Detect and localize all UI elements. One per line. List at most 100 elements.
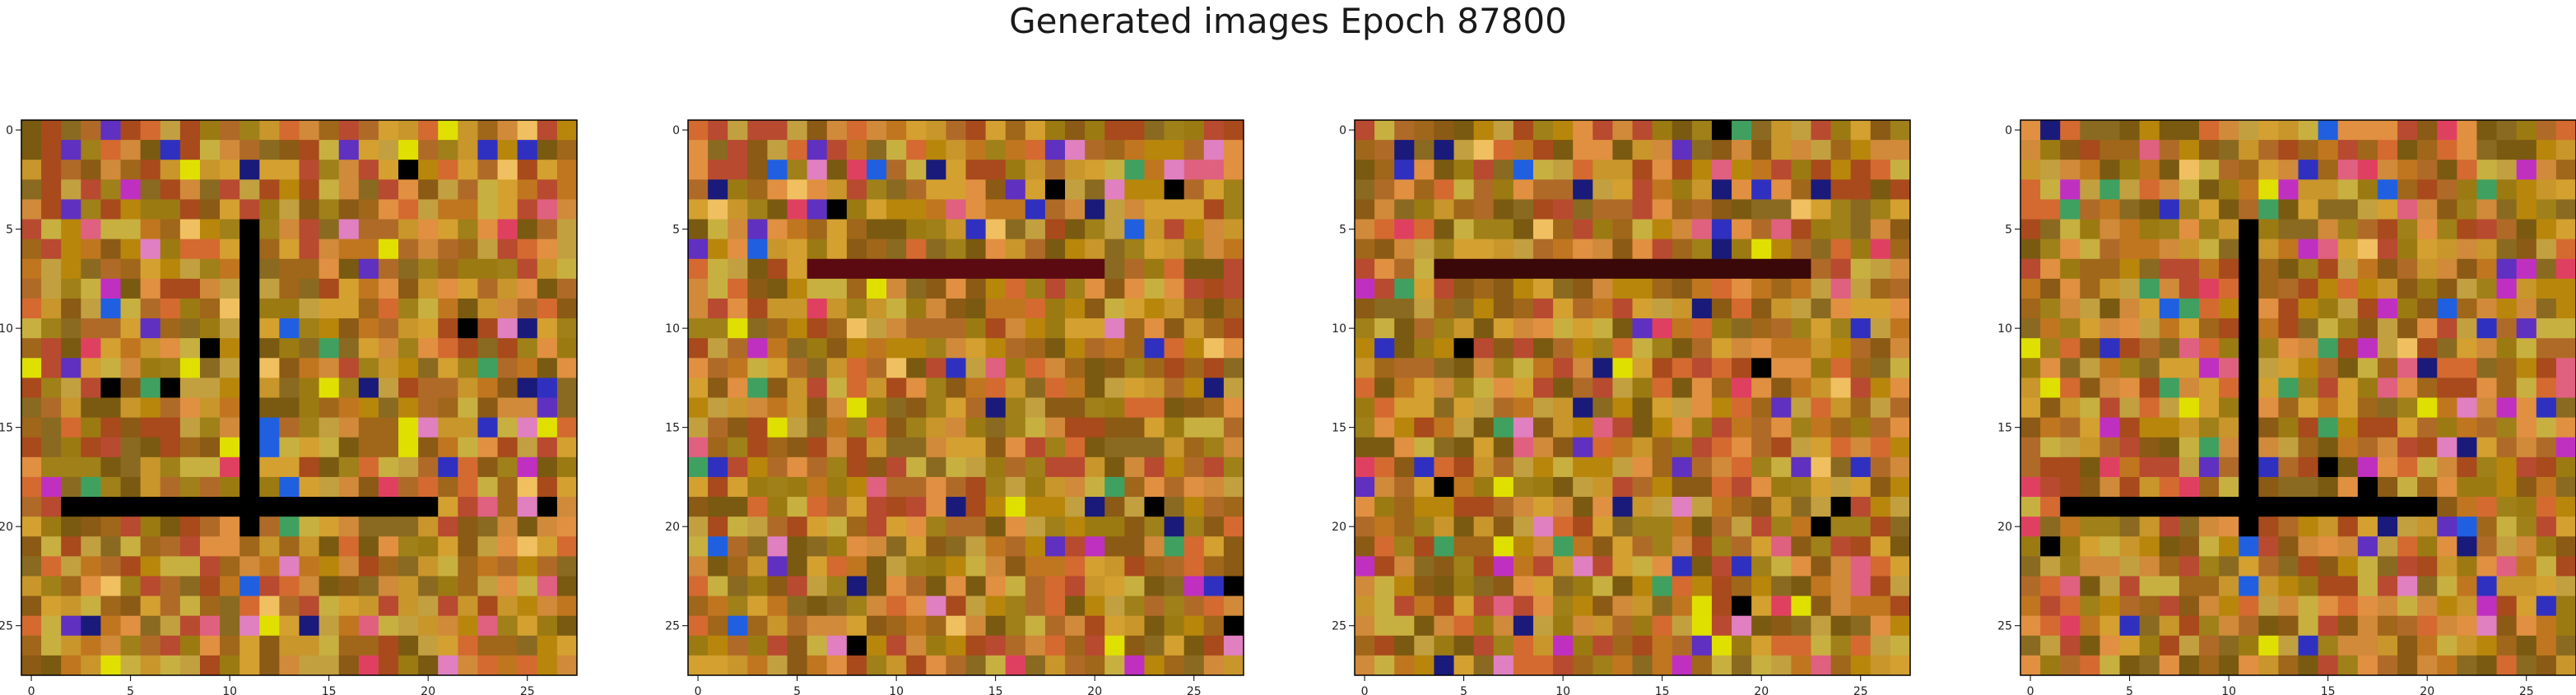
pixel-cell [1355, 556, 1375, 577]
pixel-cell [1473, 298, 1495, 319]
pixel-cell [120, 378, 142, 398]
pixel-cell [2417, 278, 2438, 299]
pixel-cell [1830, 278, 1852, 299]
pixel-cell [1612, 378, 1633, 398]
pixel-cell [728, 655, 748, 676]
pixel-cell [2040, 219, 2061, 240]
pixel-cell [2099, 417, 2120, 438]
pixel-cell [2198, 160, 2220, 180]
pixel-cell [1652, 258, 1673, 280]
pixel-cell [2119, 160, 2141, 180]
pixel-cell [2337, 497, 2359, 517]
pixel-cell [688, 318, 709, 339]
pixel-cell [120, 536, 142, 557]
pixel-cell [2139, 120, 2160, 141]
pixel-cell [1612, 437, 1633, 458]
pixel-cell [378, 456, 399, 478]
pixel-cell [1005, 258, 1026, 280]
pixel-cell [1124, 318, 1145, 339]
pixel-cell [747, 179, 768, 200]
pixel-cell [2457, 120, 2477, 141]
pixel-cell [2258, 219, 2279, 240]
pixel-cell [2060, 397, 2081, 419]
pixel-cell [2496, 517, 2518, 537]
pixel-cell [1005, 536, 1026, 557]
pixel-cell [886, 456, 907, 478]
pixel-cell [160, 576, 181, 596]
pixel-cell [1414, 140, 1434, 160]
pixel-cell [1632, 417, 1653, 438]
pixel-cell [199, 140, 221, 160]
pixel-cell [1164, 576, 1185, 596]
pixel-cell [826, 476, 848, 498]
pixel-cell [1632, 179, 1653, 200]
pixel-cell [358, 595, 379, 617]
pixel-cell [1374, 595, 1395, 617]
pixel-cell [1473, 179, 1495, 200]
pixel-cell [2198, 219, 2220, 240]
pixel-cell [1044, 615, 1066, 637]
pixel-cell [1553, 456, 1574, 478]
pixel-cell [1850, 497, 1872, 517]
pixel-cell [100, 278, 121, 299]
pixel-cell [1672, 397, 1693, 419]
pixel-cell [1025, 615, 1046, 637]
pixel-cell [2318, 417, 2339, 438]
pixel-cell [866, 140, 887, 160]
pixel-cell [1183, 476, 1205, 498]
pixel-cell [1124, 358, 1145, 378]
pixel-cell [61, 476, 81, 498]
pixel-cell [299, 358, 320, 378]
pixel-cell [2337, 595, 2359, 617]
pixel-cell [517, 536, 538, 557]
pixel-cell [767, 595, 788, 617]
pixel-cell [179, 298, 201, 319]
pixel-cell [767, 397, 788, 419]
pixel-cell [886, 219, 907, 240]
pixel-cell [2555, 219, 2576, 240]
pixel-cell [160, 258, 181, 280]
pixel-cell [688, 576, 709, 596]
pixel-cell [140, 655, 161, 676]
pixel-cell [517, 219, 538, 240]
pixel-cell [1223, 140, 1244, 160]
pixel-cell [1691, 239, 1713, 260]
pixel-cell [747, 437, 768, 458]
pixel-cell [41, 239, 62, 260]
pixel-cell [1104, 278, 1125, 299]
pixel-cell [1771, 576, 1792, 596]
pixel-cell [2239, 160, 2259, 180]
pixel-cell [458, 378, 478, 398]
pixel-cell [1104, 517, 1125, 537]
pixel-cell [846, 497, 867, 517]
pixel-cell [2239, 318, 2259, 339]
pixel-cell [2397, 517, 2418, 537]
pixel-cell [477, 338, 498, 359]
pixel-cell [2119, 120, 2141, 141]
pixel-cell [1085, 140, 1105, 160]
pixel-cell [1532, 536, 1554, 557]
pixel-cell [1223, 476, 1244, 498]
pixel-cell [2198, 437, 2220, 458]
pixel-cell [299, 497, 320, 517]
pixel-cell [2239, 278, 2259, 299]
pixel-cell [2159, 219, 2180, 240]
pixel-cell [378, 615, 399, 637]
pixel-cell [767, 635, 788, 656]
pixel-cell [1355, 655, 1375, 676]
pixel-cell [2357, 378, 2378, 398]
pixel-cell [2476, 179, 2497, 200]
pixel-cell [1183, 635, 1205, 656]
pixel-cell [2219, 556, 2239, 577]
pixel-cell [2536, 615, 2557, 637]
pixel-cell [1164, 437, 1185, 458]
pixel-cell [2119, 298, 2141, 319]
pixel-cell [1065, 338, 1086, 359]
pixel-cell [1374, 417, 1395, 438]
pixel-cell [2357, 595, 2378, 617]
pixel-cell [477, 160, 498, 180]
pixel-cell [2476, 298, 2497, 319]
pixel-cell [556, 497, 578, 517]
pixel-cell [2476, 595, 2497, 617]
pixel-cell [1453, 298, 1475, 319]
